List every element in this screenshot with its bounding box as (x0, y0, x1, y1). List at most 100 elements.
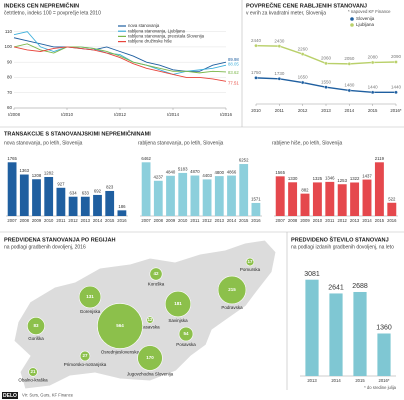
value-label: 823 (106, 185, 114, 190)
x-tick-label: 2014 (362, 218, 372, 223)
x-tick-label: 2013 (307, 378, 317, 383)
value-label: 1322 (350, 176, 360, 181)
end-label: 83.62 (228, 70, 239, 75)
point (300, 52, 305, 56)
y-tick-label: 80 (7, 75, 13, 80)
point (347, 62, 352, 66)
value-label: 1571 (251, 197, 261, 202)
bar (312, 182, 322, 216)
x-tick-label: 2013 (215, 218, 225, 223)
x-tick-label: 2015 (368, 108, 378, 113)
value-label: 2119 (375, 156, 385, 161)
point-label: 1650 (298, 75, 309, 80)
x-tick-label: 2012 (202, 218, 212, 223)
x-tick-label: 2016 (387, 218, 397, 223)
x-tick-label: 2007 (141, 218, 151, 223)
region-label: Osrednjeslovenska (101, 350, 140, 355)
legend-swatch (350, 23, 354, 27)
value-label: 1325 (313, 176, 323, 181)
value-label: 4866 (227, 169, 237, 174)
value-label: 1282 (44, 171, 54, 176)
bubble (245, 257, 255, 267)
point-label: 1730 (274, 71, 285, 76)
bubble-value: 17 (247, 259, 253, 264)
x-tick-label: 2016* (390, 108, 402, 113)
region-label: Jugovzhodna Slovenija (127, 372, 174, 377)
brand-box (2, 392, 18, 399)
chart-title: PREDVIDENO ŠTEVILO STANOVANJ (291, 235, 389, 243)
x-tick-label: 2011 (275, 108, 285, 113)
point-label: 1750 (251, 70, 262, 75)
bar (325, 181, 335, 216)
value-label: 1565 (275, 170, 285, 175)
region-label: Primorsko-notranjska (64, 362, 107, 367)
legend-label: rabljena stanovanja, Ljubljana (128, 28, 185, 33)
bar (105, 190, 115, 216)
bar (329, 293, 343, 376)
value-label: 2641 (328, 285, 344, 292)
point (254, 76, 258, 80)
value-label: 5183 (178, 167, 188, 172)
bubble-value: 21 (30, 369, 36, 374)
x-tick-label: 2016 (117, 218, 127, 223)
map-outline (13, 239, 277, 390)
value-label: 4403 (202, 173, 212, 178)
bar (350, 182, 360, 216)
x-tick-label: 2014 (93, 218, 103, 223)
chart-note: * do sredine julija (364, 385, 397, 390)
bar (190, 175, 200, 216)
bar (7, 162, 17, 216)
value-label: 4870 (190, 169, 200, 174)
end-label: 88.05 (228, 62, 239, 67)
value-label: 3081 (304, 271, 320, 278)
point (277, 44, 282, 48)
x-tick-label: 2011 (325, 218, 335, 223)
x-tick-label: 2014 (345, 108, 355, 113)
x-tick-label: 2015 (355, 378, 365, 383)
legend-swatch (350, 17, 354, 21)
y-tick-label: 60 (7, 105, 13, 110)
bar (214, 176, 224, 216)
bubble-value: 27 (82, 353, 88, 358)
bubble-value: 42 (153, 271, 159, 276)
bar (387, 202, 397, 216)
chart-subtitle: v evrih za kvadratni meter, Slovenija (246, 10, 326, 16)
legend-label: Slovenija (356, 16, 375, 21)
bar (239, 164, 249, 216)
bar (153, 180, 163, 216)
x-tick-label: 2011 (190, 218, 200, 223)
value-label: 927 (57, 181, 65, 186)
bubble-value: 215 (228, 287, 236, 292)
y-tick-label: 100 (4, 44, 12, 49)
legend-label: rabljena stanovanja, preostala Slovenija (128, 34, 205, 39)
x-tick-label: I/2010 (61, 112, 74, 117)
source: Vir: Surs, Gurs, KF Finance (22, 393, 74, 398)
x-tick-label: 2009 (166, 218, 176, 223)
value-label: 882 (301, 187, 309, 192)
region-label: Goriška (28, 336, 44, 341)
bubble (164, 290, 192, 318)
series-line (13, 43, 227, 74)
end-label: 89.98 (228, 57, 239, 62)
point (277, 77, 282, 81)
region-label: Podravska (221, 305, 243, 310)
x-tick-label: I/2016 (220, 112, 233, 117)
x-tick-label: 2013 (321, 108, 331, 113)
value-label: 186 (118, 204, 126, 209)
value-label: 1765 (7, 156, 17, 161)
x-tick-label: I/2012 (114, 112, 127, 117)
series-line (13, 31, 227, 75)
legend-label: Ljubljana (356, 22, 375, 27)
region-label: Koroška (148, 281, 165, 286)
value-label: 692 (94, 189, 102, 194)
bubble (217, 275, 247, 305)
value-label: 634 (70, 190, 78, 195)
bubble (137, 345, 163, 371)
bar (19, 174, 29, 216)
chart-subtitle: četrtletno, indeks 100 = povprečje leta … (4, 10, 101, 16)
point (254, 43, 258, 48)
point-label: 1480 (344, 83, 355, 88)
bar (117, 210, 127, 216)
x-tick-label: 2013 (350, 218, 360, 223)
x-tick-label: 2009 (32, 218, 42, 223)
